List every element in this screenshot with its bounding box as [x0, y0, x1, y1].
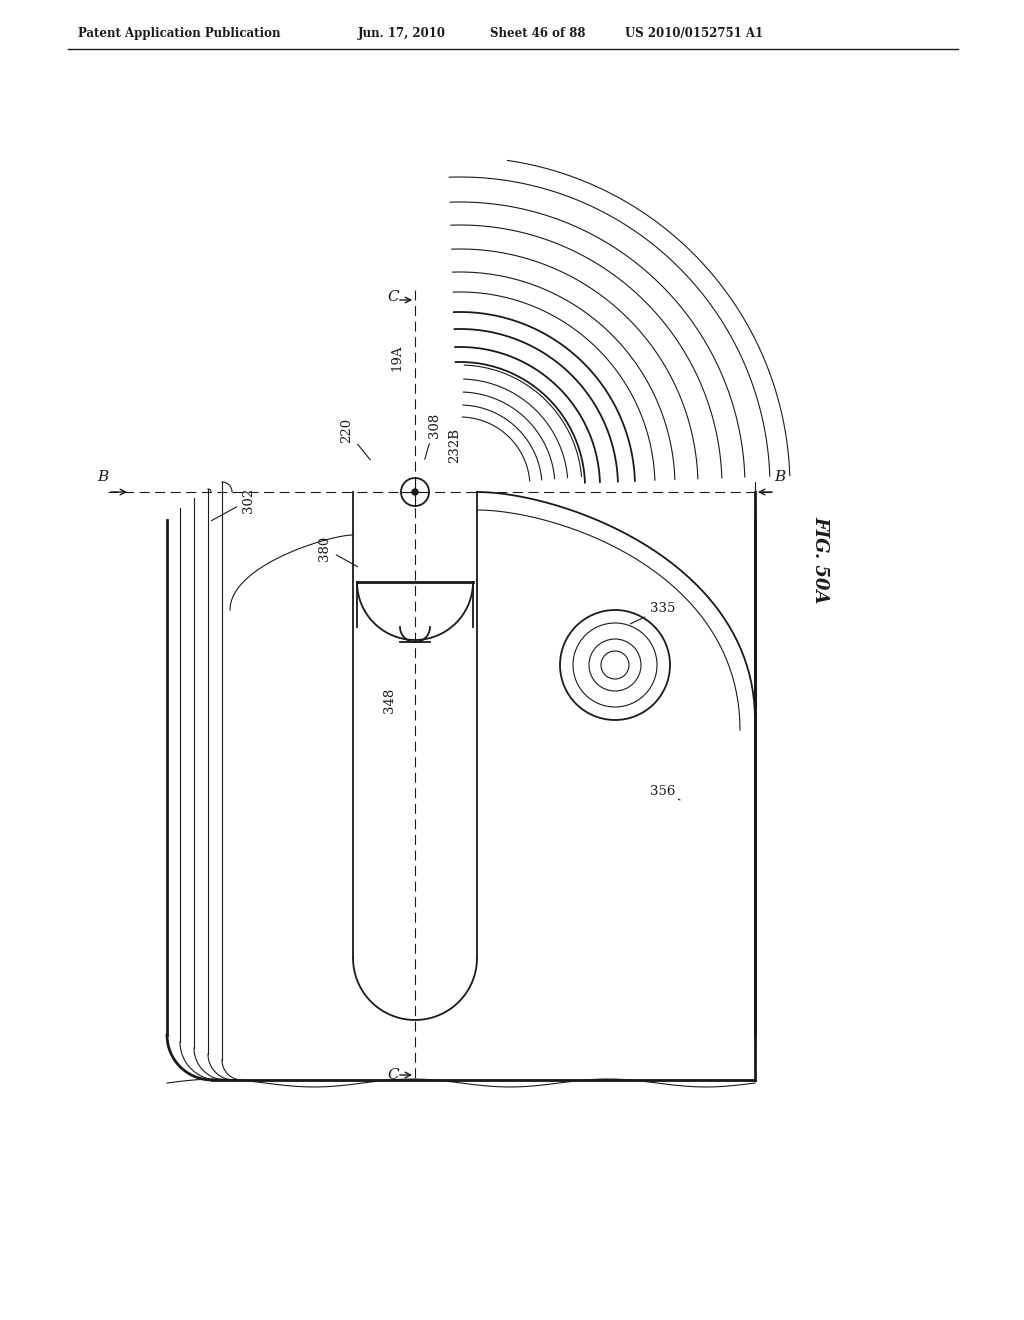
Text: 220: 220: [340, 418, 371, 459]
Text: 356: 356: [650, 785, 680, 800]
Text: C: C: [387, 290, 398, 304]
Text: 380: 380: [318, 536, 357, 566]
Text: B: B: [97, 470, 109, 484]
Text: 19A: 19A: [390, 345, 403, 371]
Text: 308: 308: [425, 413, 441, 459]
Text: 232B: 232B: [449, 428, 461, 463]
Text: 335: 335: [631, 602, 676, 624]
Text: C: C: [387, 1068, 398, 1082]
Text: Sheet 46 of 88: Sheet 46 of 88: [490, 26, 586, 40]
Circle shape: [412, 488, 418, 495]
Text: B: B: [774, 470, 785, 484]
Text: US 2010/0152751 A1: US 2010/0152751 A1: [625, 26, 763, 40]
Text: 302: 302: [211, 488, 255, 520]
Text: Jun. 17, 2010: Jun. 17, 2010: [358, 26, 446, 40]
Text: Patent Application Publication: Patent Application Publication: [78, 26, 281, 40]
Text: FIG. 50A: FIG. 50A: [811, 516, 829, 603]
Text: 348: 348: [383, 688, 396, 713]
